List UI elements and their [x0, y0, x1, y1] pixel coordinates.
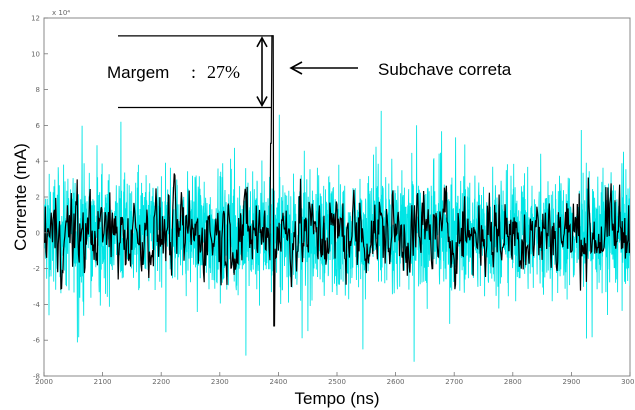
series-black-line	[44, 35, 630, 327]
y-tick-label: -4	[33, 301, 41, 309]
y-axis-title: Corrente (mA)	[11, 143, 30, 251]
x-axis-title: Tempo (ns)	[294, 389, 379, 408]
margin-arrowhead-down	[256, 96, 268, 108]
x-tick-label: 2800	[504, 378, 522, 386]
y-tick-label: -2	[33, 265, 40, 273]
y-tick-label: 8	[36, 86, 40, 94]
correct-subkey-label: Subchave correta	[378, 60, 512, 79]
margin-arrowhead-up	[256, 36, 268, 48]
x-tick-label: 2900	[562, 378, 580, 386]
y-tick-label: 12	[31, 15, 40, 23]
y-tick-label: 10	[31, 50, 40, 58]
y-tick-label: -8	[33, 373, 40, 381]
x-tick-label: 2300	[211, 378, 229, 386]
pointer-arrowhead	[289, 61, 303, 75]
x-tick-label: 2400	[269, 378, 287, 386]
y-tick-label: 4	[36, 158, 41, 166]
x-tick-label: 2100	[94, 378, 112, 386]
margin-separator: :	[191, 62, 196, 82]
x-tick-label: 2200	[152, 378, 170, 386]
y-tick-label: 0	[36, 229, 40, 237]
x-tick-label: 2700	[445, 378, 463, 386]
y-exponent-label: x 10⁴	[52, 9, 70, 17]
y-tick-label: -6	[33, 337, 41, 345]
margin-value: 27%	[207, 62, 240, 82]
x-tick-label: 2600	[387, 378, 405, 386]
y-tick-label: 6	[36, 122, 41, 130]
x-tick-label: 2000	[35, 378, 53, 386]
y-tick-label: 2	[36, 194, 40, 202]
x-tick-label: 2500	[328, 378, 346, 386]
margin-label: Margem	[107, 63, 169, 82]
x-tick-label: 3000	[621, 378, 635, 386]
